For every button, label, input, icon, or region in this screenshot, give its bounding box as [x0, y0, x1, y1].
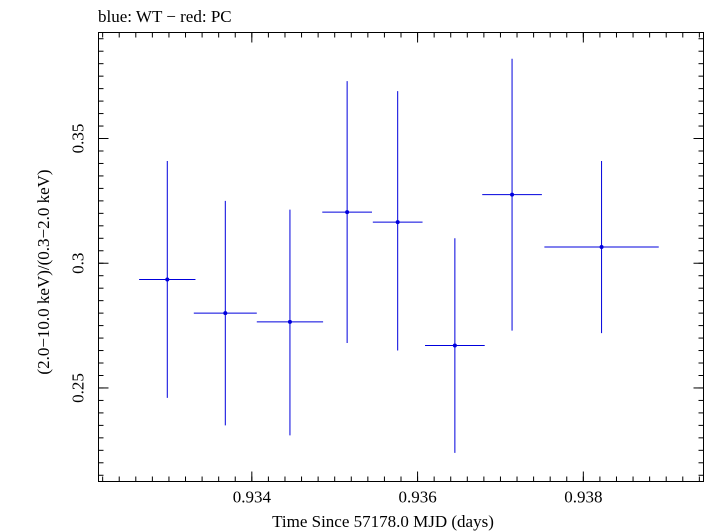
data-point [425, 238, 485, 453]
data-marker [452, 343, 457, 348]
data-point [372, 91, 423, 351]
major-ticks [98, 32, 704, 482]
y-axis-label: (2.0−10.0 keV)/(0.3−2.0 keV) [34, 169, 53, 374]
data-point [139, 160, 196, 398]
data-marker [165, 277, 170, 282]
data-marker [287, 319, 292, 324]
x-tick-label: 0.934 [233, 488, 272, 507]
data-point [256, 209, 324, 436]
y-tick-label: 0.35 [69, 124, 88, 154]
data-series [139, 58, 659, 453]
x-tick-label: 0.936 [398, 488, 436, 507]
data-marker [345, 210, 350, 215]
data-point [193, 200, 257, 426]
data-point [322, 81, 372, 344]
data-marker [223, 311, 228, 316]
data-marker [395, 220, 400, 225]
series-wt [139, 58, 659, 453]
y-tick-labels: 0.25 0.3 0.35 [69, 124, 88, 403]
data-marker [599, 245, 604, 250]
data-point [482, 58, 542, 331]
x-axis-label: Time Since 57178.0 MJD (days) [272, 512, 494, 531]
plot-frame [98, 32, 704, 482]
x-tick-label: 0.938 [564, 488, 602, 507]
x-tick-labels: 0.934 0.936 0.938 [233, 488, 603, 507]
minor-ticks [98, 32, 704, 482]
y-tick-label: 0.3 [69, 253, 88, 274]
chart-title: blue: WT − red: PC [98, 7, 232, 26]
data-marker [510, 192, 515, 197]
data-point [544, 160, 659, 334]
y-tick-label: 0.25 [69, 373, 88, 403]
